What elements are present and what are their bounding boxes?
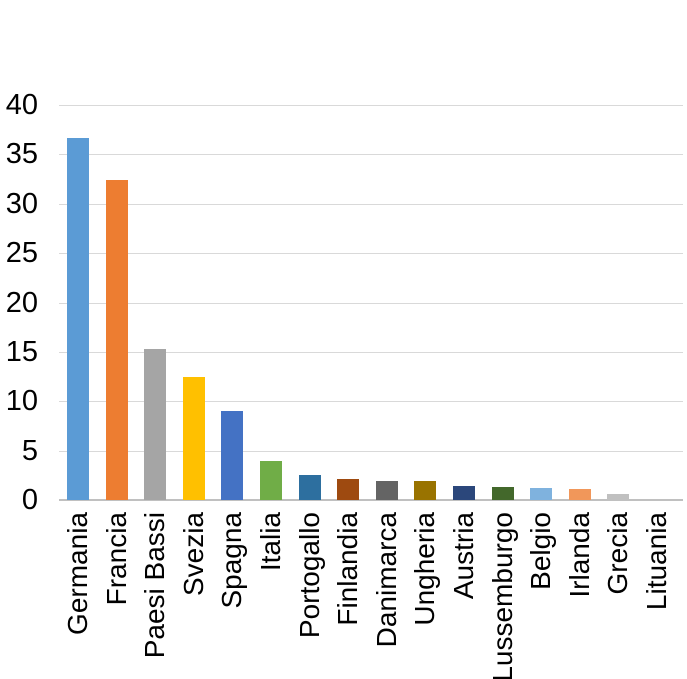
gridline <box>59 302 683 304</box>
y-axis-tick-label: 30 <box>5 187 38 220</box>
x-axis-category-label: Lituania <box>641 512 672 611</box>
x-axis-category-label: Irlanda <box>563 512 595 598</box>
x-axis-category-label: Grecia <box>602 512 634 595</box>
gridline <box>59 450 683 452</box>
y-axis-tick-label: 40 <box>5 89 38 121</box>
x-axis-category-label: Italia <box>255 512 286 572</box>
x-axis-category-label: Germania <box>62 512 93 635</box>
x-axis-category-label: Lussemburgo <box>486 512 518 679</box>
bar-italia <box>260 461 282 500</box>
bar-francia <box>105 180 128 500</box>
x-axis-category-label: Finlandia <box>332 512 364 626</box>
x-axis-line <box>59 499 683 501</box>
x-axis-category-label: Paesi Bassi <box>139 512 171 659</box>
y-axis-tick-label: 10 <box>5 385 38 418</box>
bar-spagna <box>221 411 244 500</box>
bar-finlandia <box>337 479 360 500</box>
y-axis-tick-label: 20 <box>5 286 38 319</box>
x-axis-category-label: Belgio <box>525 512 557 590</box>
x-axis-category-label: Svezia <box>177 512 209 597</box>
x-axis-category-label: Austria <box>448 512 479 600</box>
bar-lussemburgo <box>491 487 514 500</box>
y-axis-tick-label: 15 <box>5 335 38 368</box>
bar-portogallo <box>298 475 321 500</box>
gridline <box>59 351 683 353</box>
bar-belgio <box>530 488 553 500</box>
y-axis-tick-label: 35 <box>5 138 38 171</box>
bar-grecia <box>607 494 630 500</box>
bar-paesi-bassi <box>144 348 167 500</box>
x-axis-category-label: Ungheria <box>409 512 441 626</box>
bar-germania <box>67 137 89 500</box>
x-axis-category-label: Spagna <box>216 512 248 609</box>
bar-danimarca <box>375 481 398 500</box>
y-axis-tick-label: 0 <box>21 484 38 516</box>
y-axis-tick-label: 25 <box>5 237 38 270</box>
bar-irlanda <box>568 489 591 500</box>
gridline <box>59 154 683 156</box>
gridline <box>59 253 683 255</box>
x-axis-category-label: Danimarca <box>370 512 402 648</box>
x-axis-category-label: Francia <box>100 512 132 606</box>
gridline <box>59 203 683 205</box>
gridline <box>59 401 683 403</box>
gridline <box>59 105 683 106</box>
x-axis-category-label: Portogallo <box>293 512 325 639</box>
y-axis-tick-label: 5 <box>21 434 38 467</box>
bar-svezia <box>182 376 205 500</box>
bar-austria <box>453 486 475 500</box>
bar-ungheria <box>414 481 437 500</box>
